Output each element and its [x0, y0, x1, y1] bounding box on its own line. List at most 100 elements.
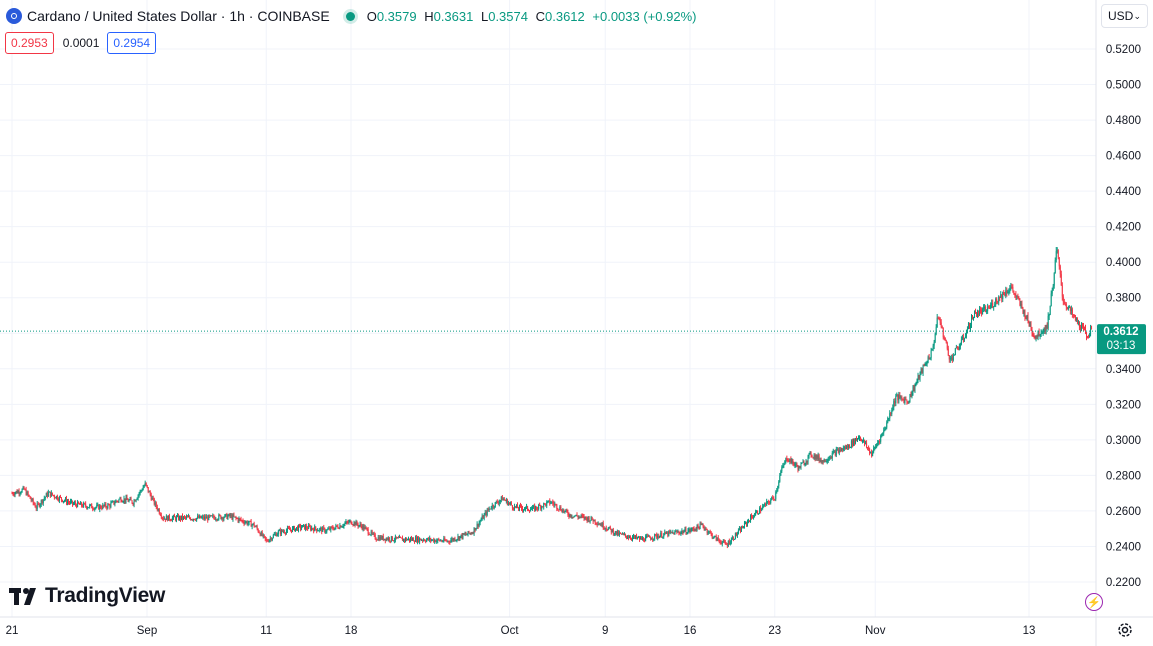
candle-body	[564, 510, 566, 512]
candle-body	[1067, 307, 1069, 310]
candle-body	[997, 301, 999, 303]
candle-body	[372, 533, 374, 535]
candle-body	[192, 519, 194, 521]
buy-price-button[interactable]: 0.2954	[107, 32, 157, 54]
candle-body	[1037, 330, 1039, 338]
y-tick-label: 0.3200	[1106, 399, 1141, 411]
candle-body	[803, 461, 805, 466]
sell-price-button[interactable]: 0.2953	[5, 32, 54, 54]
candle-body	[360, 524, 362, 527]
candle-body	[1059, 266, 1061, 275]
settings-gear-icon[interactable]	[1116, 621, 1134, 639]
candle-body	[259, 533, 261, 536]
candle-body	[600, 524, 602, 527]
candle-body	[444, 538, 446, 541]
candle-body	[784, 460, 786, 465]
candle-body	[658, 536, 660, 538]
candle-body	[854, 438, 856, 444]
candle-body	[821, 460, 823, 463]
candle-body	[588, 517, 590, 522]
candle-body	[598, 523, 600, 525]
candle-body	[637, 537, 639, 539]
candle-body	[628, 537, 630, 539]
candle-body	[1015, 294, 1017, 297]
candle-body	[968, 323, 970, 329]
candle-body	[790, 459, 792, 464]
coin-icon[interactable]	[6, 8, 22, 24]
candle-body	[65, 498, 67, 504]
candle-body	[144, 482, 146, 486]
candle-body	[498, 501, 500, 504]
candle-body	[289, 529, 291, 531]
candle-body	[596, 523, 598, 525]
open-value: 0.3579	[376, 8, 417, 24]
candle-body	[336, 525, 338, 527]
time-axis[interactable]: 21 Sep 11 18 Oct 9 16 23 Nov 13	[6, 625, 1036, 637]
candle-body	[633, 535, 634, 538]
candle-body	[39, 504, 41, 507]
candle-body	[236, 518, 238, 520]
candle-body	[1022, 307, 1024, 314]
candle-body	[271, 538, 273, 541]
candle-body	[344, 523, 346, 525]
candle-body	[518, 505, 520, 510]
candle-body	[850, 440, 852, 448]
candle-body	[931, 348, 933, 351]
compare-icon[interactable]: ⚡	[1085, 593, 1103, 611]
candle-body	[337, 526, 339, 529]
candle-body	[327, 529, 329, 531]
candle-body	[599, 524, 601, 526]
currency-select[interactable]: USD ⌄	[1101, 4, 1148, 28]
candle-body	[999, 296, 1001, 298]
candle-body	[469, 533, 471, 535]
candle-body	[1048, 314, 1050, 317]
candle-body	[972, 318, 973, 320]
candle-body	[486, 509, 488, 516]
candle-body	[106, 506, 108, 509]
candle-body	[118, 499, 120, 502]
candle-body	[995, 298, 997, 305]
ohlc-values: O0.3579 H0.3631 L0.3574 C0.3612 +0.0033 …	[367, 9, 697, 24]
candle-body	[665, 531, 667, 534]
candle-body	[730, 539, 732, 543]
candle-body	[751, 515, 753, 518]
candle-body	[181, 515, 182, 520]
candle-body	[553, 503, 555, 505]
x-tick-label: Sep	[137, 625, 157, 637]
tradingview-logo[interactable]: TradingView	[9, 584, 165, 608]
candle-body	[768, 501, 770, 503]
candle-body	[723, 540, 725, 542]
candle-body	[677, 531, 679, 533]
candle-body	[1005, 290, 1007, 296]
candle-body	[911, 393, 913, 397]
candle-body	[301, 527, 303, 529]
candle-body	[244, 522, 246, 524]
candle-body	[468, 531, 470, 534]
candle-body	[728, 541, 730, 545]
candle-body	[245, 521, 247, 523]
candle-body	[950, 357, 952, 359]
candle-body	[314, 526, 316, 532]
candle-body	[419, 538, 421, 542]
candle-body	[90, 504, 92, 506]
candle-body	[970, 318, 972, 326]
candle-body	[884, 429, 886, 431]
candle-body	[673, 532, 675, 535]
symbol-title[interactable]: Cardano / United States Dollar · 1h · CO…	[27, 8, 330, 24]
candle-body	[703, 526, 705, 530]
candle-body	[331, 526, 333, 528]
candle-body	[239, 518, 241, 520]
candle-body	[726, 544, 728, 546]
candle-body	[810, 452, 812, 456]
candle-body	[625, 535, 627, 538]
candle-body	[957, 348, 959, 350]
candle-body	[924, 364, 926, 366]
candle-body	[392, 540, 394, 542]
status-dot-icon[interactable]	[345, 11, 355, 21]
candle-body	[643, 537, 645, 541]
price-axis[interactable]: 0.5200 0.5000 0.4800 0.4600 0.4400 0.4200 0.40…	[1106, 44, 1141, 589]
candle-body	[408, 538, 410, 540]
candle-body	[1036, 336, 1038, 338]
candle-body	[815, 455, 817, 460]
